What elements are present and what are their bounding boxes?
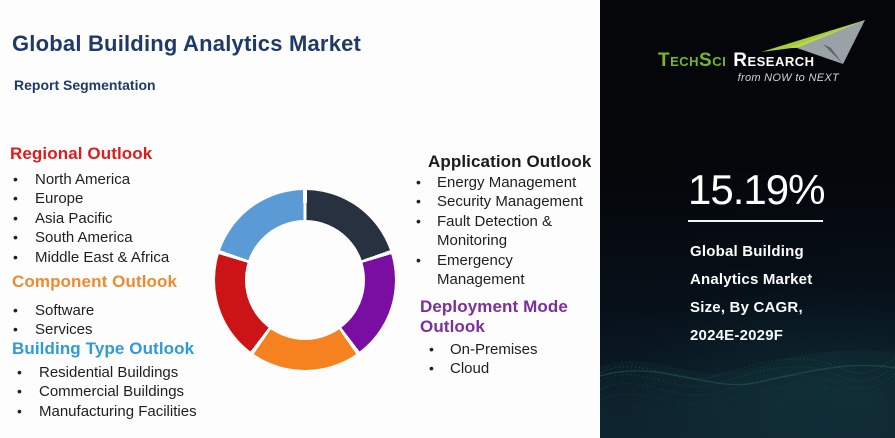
application-outlook-list: Energy Management Security Management Fa… — [413, 173, 588, 289]
techsci-logo: TechSci Research from NOW to NEXT — [652, 12, 865, 84]
list-item: North America — [10, 170, 210, 190]
brand-secondary: Research — [733, 50, 815, 71]
deployment-mode-outlook-heading: Deployment Mode Outlook — [420, 297, 568, 336]
list-item: Residential Buildings — [14, 363, 234, 383]
donut-hole — [245, 220, 365, 340]
side-panel: TechSci Research from NOW to NEXT 15.19% … — [600, 0, 895, 438]
wave-pattern — [600, 350, 895, 438]
list-item: On-Premises — [426, 340, 586, 360]
regional-outlook-list: North America Europe Asia Pacific South … — [10, 170, 210, 267]
deployment-mode-outlook-list: On-Premises Cloud — [426, 340, 586, 379]
caption-line: 2024E-2029F — [690, 327, 784, 344]
page-title: Global Building Analytics Market — [12, 31, 362, 56]
logo-arrow-icon — [761, 20, 865, 64]
cagr-value: 15.19% — [688, 166, 825, 213]
donut-chart — [215, 190, 395, 370]
list-item: Asia Pacific — [10, 209, 210, 229]
list-item: Cloud — [426, 359, 586, 379]
list-item: Fault Detection & Monitoring — [413, 212, 588, 251]
stat-caption: Global Building Analytics Market Size, B… — [690, 238, 850, 350]
list-item: Software — [10, 301, 210, 321]
stat-divider — [688, 220, 823, 222]
list-item: Europe — [10, 189, 210, 209]
brand-wordmark: TechSci Research — [658, 50, 815, 72]
building-type-outlook-heading: Building Type Outlook — [12, 339, 195, 358]
list-item: Security Management — [413, 192, 588, 212]
caption-line: Size, By CAGR, — [690, 299, 803, 316]
component-outlook-list: Software Services — [10, 301, 210, 340]
list-item: Commercial Buildings — [14, 382, 234, 402]
list-item: Middle East & Africa — [10, 248, 210, 268]
page-subtitle: Report Segmentation — [14, 77, 156, 93]
list-item: Services — [10, 320, 210, 340]
building-type-outlook-list: Residential Buildings Commercial Buildin… — [14, 363, 234, 422]
application-outlook-heading: Application Outlook — [428, 152, 592, 171]
caption-line: Analytics Market — [690, 271, 813, 288]
list-item: South America — [10, 228, 210, 248]
caption-line: Global Building — [690, 243, 804, 260]
list-item: Emergency Management — [413, 251, 588, 290]
main-content: Global Building Analytics Market Report … — [0, 0, 600, 438]
logo-tagline: from NOW to NEXT — [737, 72, 839, 84]
list-item: Manufacturing Facilities — [14, 402, 234, 422]
regional-outlook-heading: Regional Outlook — [10, 144, 153, 163]
brand-primary: TechSci — [658, 50, 727, 71]
component-outlook-heading: Component Outlook — [12, 272, 178, 291]
list-item: Energy Management — [413, 173, 588, 193]
